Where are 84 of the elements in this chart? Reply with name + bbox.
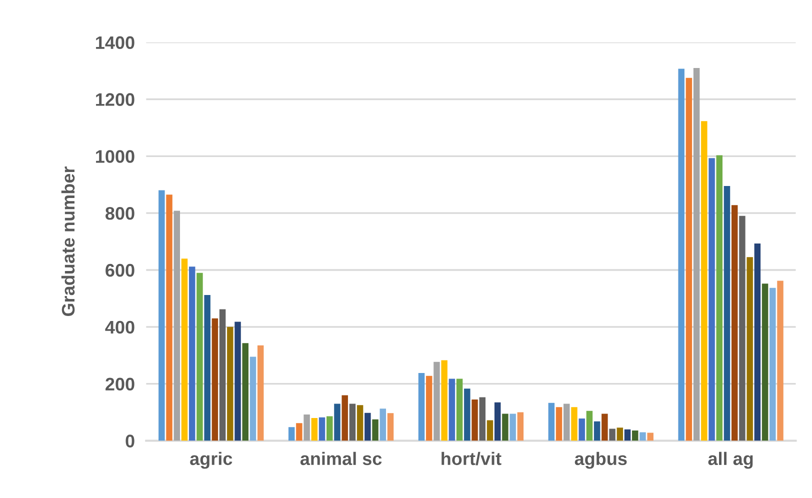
bar [181, 258, 188, 441]
bar [777, 280, 784, 441]
bar [578, 418, 585, 441]
x-tick-label: animal sc [300, 452, 382, 466]
bar [693, 68, 700, 441]
bar [158, 190, 165, 441]
bar [686, 78, 692, 441]
y-tick-label: 1400 [96, 36, 134, 50]
bar [364, 412, 371, 441]
bar [174, 210, 180, 441]
x-tick-label: agric [190, 452, 232, 469]
bar [349, 404, 356, 441]
bar [448, 378, 456, 441]
bar [234, 322, 241, 441]
bar [586, 410, 593, 441]
bar [426, 376, 432, 441]
bar [594, 421, 600, 441]
bar [326, 416, 333, 441]
bar [479, 397, 486, 441]
bar [242, 343, 248, 441]
bar [640, 432, 646, 441]
y-tick-label: 600 [106, 264, 134, 277]
bar [356, 405, 364, 441]
bar [188, 266, 196, 441]
bar [227, 326, 234, 441]
bar [257, 345, 264, 441]
bar [502, 414, 508, 441]
bar [380, 408, 386, 441]
bar [724, 186, 730, 441]
bar [716, 155, 723, 441]
bar [318, 417, 326, 441]
x-tick-label: agbus [574, 452, 627, 469]
bar [556, 407, 562, 441]
bar [418, 373, 425, 441]
bar [632, 430, 638, 441]
bar [678, 68, 684, 441]
x-tick-label: hort/vit [442, 452, 502, 466]
bar [219, 309, 226, 441]
bar [609, 428, 616, 441]
bar [311, 418, 318, 441]
x-tick-label: all ag [708, 452, 753, 469]
bar [212, 318, 218, 441]
bar [486, 420, 494, 441]
y-tick-label: 400 [105, 320, 134, 334]
bar [571, 407, 578, 441]
y-tick-label: 200 [106, 378, 134, 391]
bar [464, 388, 470, 441]
bar [196, 272, 203, 441]
bar [708, 158, 715, 441]
bar [731, 205, 738, 441]
y-tick-label: 0 [126, 434, 134, 448]
bar [762, 284, 768, 441]
bar [510, 414, 516, 441]
bar [517, 412, 524, 441]
bar [166, 194, 172, 441]
bar [739, 216, 746, 441]
y-tick-label: 800 [106, 207, 134, 220]
bar [334, 404, 340, 441]
bar [288, 427, 295, 441]
bar [372, 419, 378, 441]
bar [616, 428, 624, 441]
bar [746, 257, 753, 441]
bar [647, 432, 654, 441]
bar [204, 295, 210, 441]
bar [564, 404, 570, 441]
bar [770, 288, 776, 441]
y-tick-label: 1000 [96, 150, 134, 163]
bar [624, 429, 631, 441]
bar [304, 414, 310, 441]
bar [387, 413, 394, 441]
bar [494, 402, 501, 441]
bar [602, 414, 608, 441]
bar [701, 121, 708, 441]
bar [434, 362, 440, 441]
bar [456, 378, 463, 441]
y-tick-label: 1200 [96, 93, 134, 106]
bar [754, 244, 761, 441]
bar [250, 356, 256, 441]
bar [296, 423, 302, 441]
y-axis-title: Graduate number [61, 166, 75, 316]
bar [441, 360, 448, 441]
bar [548, 402, 555, 441]
bar [472, 399, 478, 441]
bar [342, 395, 348, 441]
